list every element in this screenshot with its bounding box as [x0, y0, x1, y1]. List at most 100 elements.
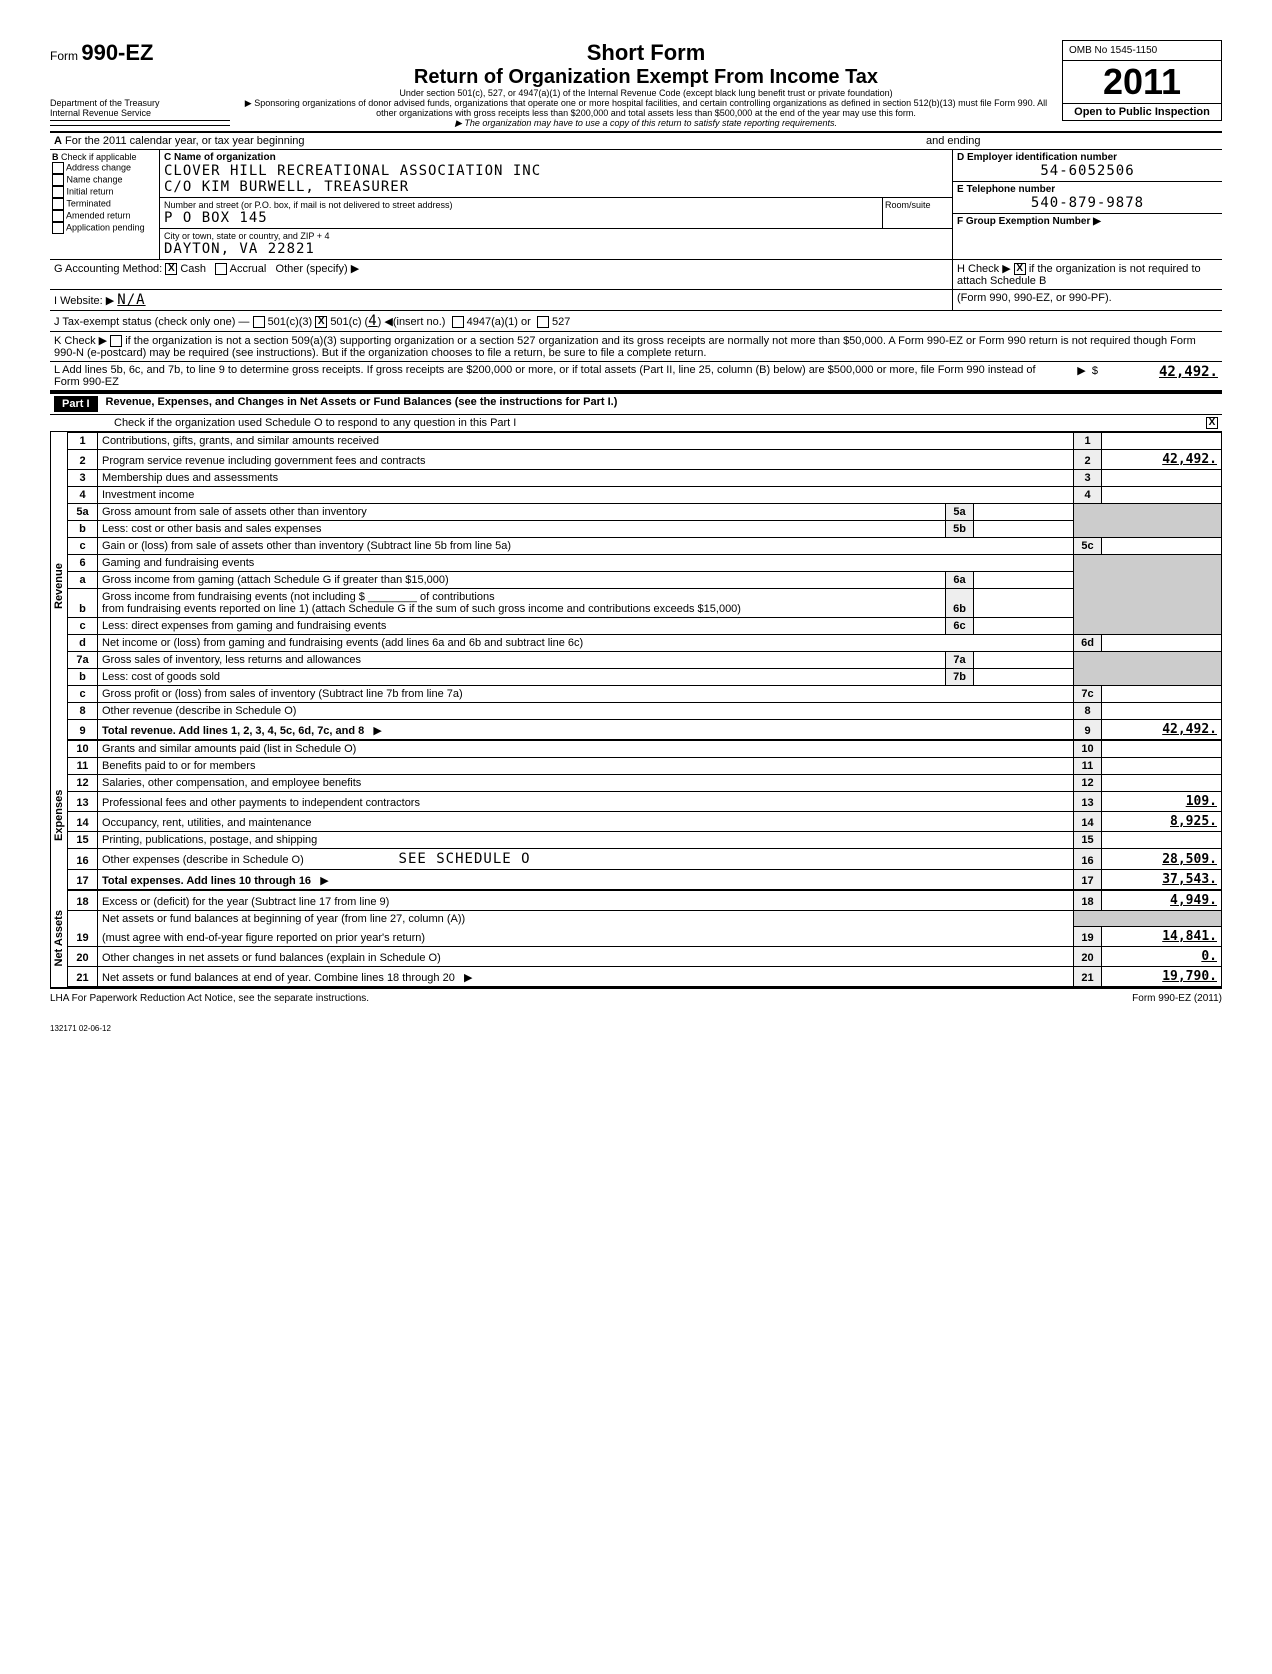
l16-amt: 28,509.	[1102, 848, 1222, 869]
l18-amt: 4,949.	[1102, 890, 1222, 910]
block-g-label: G Accounting Method:	[54, 263, 162, 275]
year-block: OMB No 1545-1150 2011 Open to Public Ins…	[1062, 40, 1222, 121]
open-public: Open to Public Inspection	[1062, 103, 1222, 121]
org-name: CLOVER HILL RECREATIONAL ASSOCIATION INC	[164, 163, 948, 179]
l1: Contributions, gifts, grants, and simila…	[98, 432, 1074, 449]
dept-treasury: Department of the Treasury	[50, 98, 230, 108]
subtitle-2: ▶ Sponsoring organizations of donor advi…	[238, 99, 1054, 119]
cb-initial-return[interactable]	[52, 186, 64, 198]
l19-amt: 14,841.	[1102, 927, 1222, 947]
l7c: Gross profit or (loss) from sales of inv…	[98, 685, 1074, 702]
short-form-title: Short Form	[238, 40, 1054, 66]
l5b: Less: cost or other basis and sales expe…	[98, 520, 946, 537]
title-block: Short Form Return of Organization Exempt…	[230, 40, 1062, 129]
cb-schedule-b[interactable]: X	[1014, 263, 1026, 275]
cb-501c3[interactable]	[253, 316, 265, 328]
l19a: Net assets or fund balances at beginning…	[98, 910, 1074, 927]
l11: Benefits paid to or for members	[98, 757, 1074, 774]
gross-receipts: 42,492.	[1098, 364, 1218, 388]
website: N/A	[117, 292, 145, 308]
tax-year: 2011	[1062, 61, 1222, 103]
ein: 54-6052506	[957, 163, 1218, 179]
l7a: Gross sales of inventory, less returns a…	[98, 651, 946, 668]
l3: Membership dues and assessments	[98, 469, 1074, 486]
l14: Occupancy, rent, utilities, and maintena…	[98, 811, 1074, 831]
form-header: Form 990-EZ Department of the Treasury I…	[50, 40, 1222, 129]
l6b3: from fundraising events reported on line…	[102, 603, 741, 615]
form-ref: (Form 990, 990-EZ, or 990-PF).	[952, 290, 1222, 310]
l17-amt: 37,543.	[1102, 869, 1222, 889]
netassets-table: 18Excess or (deficit) for the year (Subt…	[67, 890, 1222, 988]
block-h-label: H Check ▶	[957, 263, 1011, 275]
subtitle-3: ▶ The organization may have to use a cop…	[238, 119, 1054, 129]
lbl-terminated: Terminated	[66, 198, 111, 208]
part1-check-note: Check if the organization used Schedule …	[54, 417, 1206, 429]
cb-name-change[interactable]	[52, 174, 64, 186]
block-d-label: D Employer identification number	[957, 152, 1218, 163]
cb-part1-scho[interactable]: X	[1206, 417, 1218, 429]
revenue-table: 1Contributions, gifts, grants, and simil…	[67, 432, 1222, 740]
l4: Investment income	[98, 486, 1074, 503]
l21-amt: 19,790.	[1102, 967, 1222, 987]
street: P O BOX 145	[164, 210, 878, 226]
block-b-label: Check if applicable	[61, 152, 137, 162]
city: DAYTON, VA 22821	[164, 241, 948, 257]
part1-label: Part I	[54, 396, 98, 412]
block-j-label: J Tax-exempt status (check only one) —	[54, 316, 249, 328]
block-c-label: C Name of organization	[164, 152, 276, 163]
lbl-initial-return: Initial return	[67, 186, 114, 196]
cb-app-pending[interactable]	[52, 222, 64, 234]
cb-accrual[interactable]	[215, 263, 227, 275]
irs-label: Internal Revenue Service	[50, 108, 230, 118]
cb-amended[interactable]	[52, 210, 64, 222]
l9-amt: 42,492.	[1102, 719, 1222, 739]
cb-501c[interactable]: X	[315, 316, 327, 328]
lbl-accrual: Accrual	[230, 263, 267, 275]
block-k-text: if the organization is not a section 509…	[54, 335, 1196, 359]
l16: Other expenses (describe in Schedule O)	[102, 854, 304, 866]
cb-4947[interactable]	[452, 316, 464, 328]
form-number: 990-EZ	[81, 40, 153, 65]
lbl-cash: Cash	[180, 263, 206, 275]
l17: Total expenses. Add lines 10 through 16	[102, 875, 311, 887]
cb-address-change[interactable]	[52, 162, 64, 174]
expenses-side-label: Expenses	[50, 740, 67, 890]
line-a: A For the 2011 calendar year, or tax yea…	[50, 133, 1222, 150]
lbl-insert-no: ) ◀(insert no.)	[378, 316, 446, 328]
l6b1: Gross income from fundraising events (no…	[102, 591, 365, 603]
part1-header: Part I Revenue, Expenses, and Changes in…	[50, 392, 1222, 415]
city-label: City or town, state or country, and ZIP …	[164, 231, 948, 241]
cb-k[interactable]	[110, 335, 122, 347]
cb-cash[interactable]: X	[165, 263, 177, 275]
lha-notice: LHA For Paperwork Reduction Act Notice, …	[50, 993, 369, 1004]
block-f-label: F Group Exemption Number ▶	[957, 216, 1218, 227]
lbl-address-change: Address change	[66, 162, 131, 172]
lbl-4947: 4947(a)(1) or	[467, 316, 531, 328]
lbl-app-pending: Application pending	[66, 222, 145, 232]
501c-num: 4	[368, 313, 377, 329]
cb-527[interactable]	[537, 316, 549, 328]
l7b: Less: cost of goods sold	[98, 668, 946, 685]
part1-title: Revenue, Expenses, and Changes in Net As…	[98, 396, 1218, 412]
l9: Total revenue. Add lines 1, 2, 3, 4, 5c,…	[102, 725, 364, 737]
expenses-table: 10Grants and similar amounts paid (list …	[67, 740, 1222, 890]
l13: Professional fees and other payments to …	[98, 791, 1074, 811]
cb-terminated[interactable]	[52, 198, 64, 210]
l6a: Gross income from gaming (attach Schedul…	[98, 571, 946, 588]
block-b: B Check if applicable Address change Nam…	[50, 150, 160, 259]
l6d: Net income or (loss) from gaming and fun…	[98, 634, 1074, 651]
l6c: Less: direct expenses from gaming and fu…	[98, 617, 946, 634]
l2-amt: 42,492.	[1102, 449, 1222, 469]
lbl-name-change: Name change	[67, 174, 123, 184]
l6: Gaming and fundraising events	[98, 554, 1074, 571]
l20: Other changes in net assets or fund bala…	[98, 947, 1074, 967]
line-a-ending: and ending	[922, 133, 1222, 149]
block-e-label: E Telephone number	[957, 184, 1218, 195]
l15: Printing, publications, postage, and shi…	[98, 831, 1074, 848]
block-c: C Name of organization CLOVER HILL RECRE…	[160, 150, 952, 259]
l18: Excess or (deficit) for the year (Subtra…	[98, 890, 1074, 910]
l20-amt: 0.	[1102, 947, 1222, 967]
block-k: K Check ▶ if the organization is not a s…	[50, 332, 1222, 362]
footer-code: 132171 02-06-12	[50, 1024, 1222, 1033]
l8: Other revenue (describe in Schedule O)	[98, 702, 1074, 719]
